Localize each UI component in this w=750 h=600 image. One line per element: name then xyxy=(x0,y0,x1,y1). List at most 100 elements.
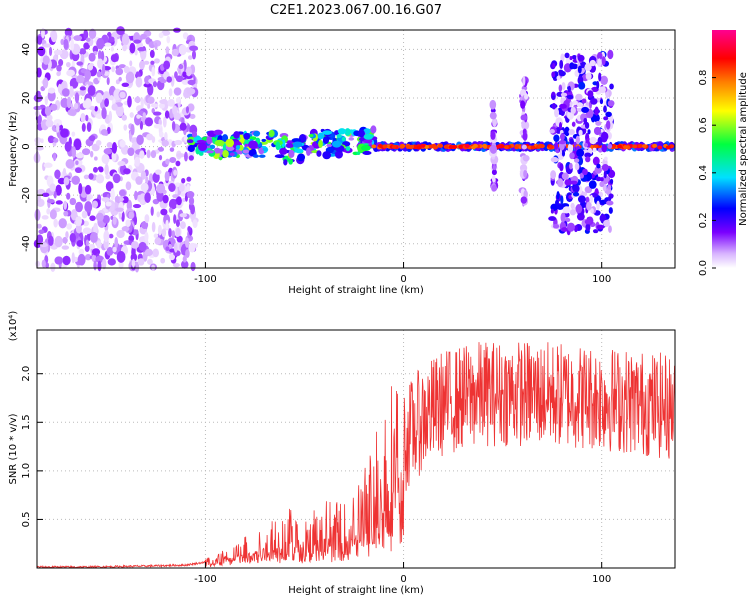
spread-blob xyxy=(555,199,559,206)
signal-core xyxy=(472,143,478,148)
figure-title: C2E1.2023.067.00.16.G07 xyxy=(270,3,442,18)
noise-blob xyxy=(147,103,151,109)
noise-blob xyxy=(85,239,89,247)
noise-blob xyxy=(117,161,126,167)
noise-blob xyxy=(146,133,154,141)
spread-blob xyxy=(575,93,583,101)
noise-blob xyxy=(88,173,94,180)
signal-core xyxy=(400,143,406,148)
signal-core xyxy=(592,144,598,149)
noise-blob xyxy=(140,33,147,40)
noise-blob xyxy=(49,183,56,192)
spread-blob xyxy=(521,144,527,150)
signal-core xyxy=(420,143,426,148)
signal-core xyxy=(438,143,444,148)
noise-blob xyxy=(127,147,135,156)
spread-blob xyxy=(561,82,566,91)
noise-blob xyxy=(185,106,190,114)
spread-blob xyxy=(608,225,612,233)
noise-blob xyxy=(81,210,88,219)
noise-blob xyxy=(88,244,96,250)
noise-blob xyxy=(125,219,131,228)
noise-blob xyxy=(110,215,114,220)
noise-blob xyxy=(88,28,97,39)
noise-blob xyxy=(88,52,96,62)
noise-blob xyxy=(121,82,130,87)
noise-blob xyxy=(54,256,64,265)
snr-y-multiplier: (x10⁴) xyxy=(8,311,19,342)
noise-blob xyxy=(147,258,153,265)
noise-blob xyxy=(60,81,67,90)
spread-blob xyxy=(589,59,596,67)
spread-blob xyxy=(522,76,526,86)
noise-blob xyxy=(134,261,140,273)
noise-blob xyxy=(53,218,58,228)
spread-blob xyxy=(561,172,569,180)
spread-blob xyxy=(581,98,587,104)
noise-blob xyxy=(168,198,178,210)
noise-blob xyxy=(152,81,158,88)
noise-blob xyxy=(136,114,141,119)
spread-blob xyxy=(491,169,497,176)
noise-blob xyxy=(55,200,63,205)
noise-blob xyxy=(150,206,154,216)
spread-blob xyxy=(489,99,497,110)
spread-blob xyxy=(550,170,557,180)
spread-blob xyxy=(599,98,604,105)
spread-blob xyxy=(489,144,498,154)
noise-blob xyxy=(75,215,82,227)
noise-blob xyxy=(116,26,125,36)
spread-blob xyxy=(599,214,607,223)
noise-blob xyxy=(140,170,146,180)
noise-blob xyxy=(79,48,87,55)
noise-blob xyxy=(100,50,105,62)
noise-blob xyxy=(83,174,90,180)
spread-blob xyxy=(569,209,576,216)
noise-blob xyxy=(143,60,150,65)
spread-blob xyxy=(551,71,556,78)
signal-core xyxy=(443,144,449,149)
signal-blob xyxy=(206,150,214,154)
signal-blob xyxy=(363,139,373,144)
colorbar-gradient xyxy=(712,30,736,268)
noise-blob xyxy=(50,262,56,272)
noise-blob xyxy=(50,30,58,43)
noise-blob xyxy=(115,104,124,117)
spread-blob xyxy=(603,105,607,113)
noise-blob xyxy=(179,221,186,229)
snr-x-tick-label: 0 xyxy=(400,574,406,585)
noise-blob xyxy=(166,35,171,44)
signal-blob xyxy=(281,139,286,148)
snr-x-tick-label: 100 xyxy=(592,574,611,585)
signal-blob xyxy=(274,154,285,159)
spread-blob xyxy=(522,132,528,141)
noise-blob xyxy=(178,183,185,192)
noise-blob xyxy=(145,176,149,184)
spread-blob xyxy=(551,95,556,100)
spread-blob xyxy=(570,202,575,210)
signal-blob xyxy=(362,150,372,156)
noise-blob xyxy=(103,230,110,242)
noise-blob xyxy=(71,175,81,185)
noise-blob xyxy=(41,215,49,220)
noise-blob xyxy=(175,219,180,227)
snr-y-tick-label: 0.5 xyxy=(21,511,32,527)
spread-blob xyxy=(560,92,568,97)
noise-blob xyxy=(172,194,179,199)
noise-blob xyxy=(152,172,160,184)
noise-blob xyxy=(62,167,67,177)
noise-blob xyxy=(46,198,55,204)
spread-blob xyxy=(577,54,585,62)
noise-blob xyxy=(182,32,189,40)
noise-blob xyxy=(96,38,105,50)
spread-blob xyxy=(564,52,570,59)
colorbar-ticks: 0.0 0.2 0.4 0.6 0.8 xyxy=(698,70,716,276)
spectrogram-marks xyxy=(33,26,676,273)
noise-blob xyxy=(115,67,124,76)
noise-blob xyxy=(159,99,168,105)
noise-blob xyxy=(62,255,71,266)
snr-y-tick-label: 1.0 xyxy=(21,463,32,479)
noise-blob xyxy=(130,252,138,262)
spread-blob xyxy=(573,158,580,163)
spread-blob xyxy=(584,152,592,158)
